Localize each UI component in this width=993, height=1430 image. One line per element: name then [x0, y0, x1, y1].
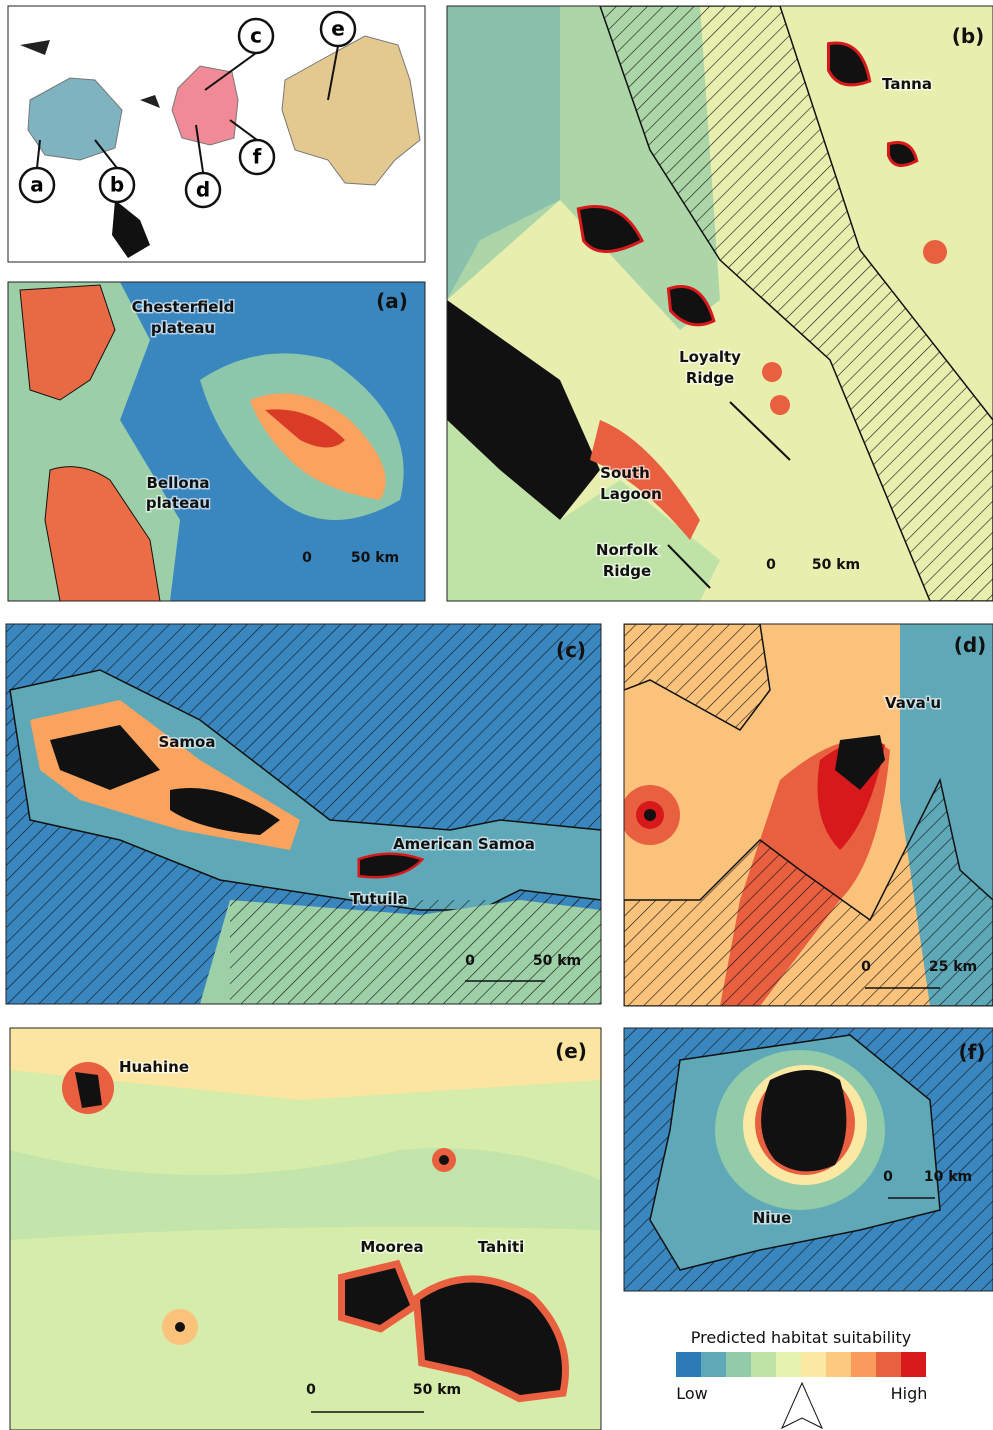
- scale-label: 0: [883, 1169, 893, 1185]
- scale-label: 50 km: [533, 953, 581, 969]
- place-name: South: [600, 464, 650, 482]
- place-name: Samoa: [159, 733, 216, 751]
- panel-tag: (b): [952, 24, 985, 48]
- place-name: Chesterfield: [132, 298, 235, 316]
- panel-tag: (f): [959, 1040, 986, 1064]
- legend-swatch: [826, 1352, 851, 1377]
- legend-swatch: [876, 1352, 901, 1377]
- place-name: American Samoa: [393, 835, 535, 853]
- panel-b: [447, 6, 993, 601]
- place-name: Ridge: [603, 562, 651, 580]
- overview-map: c e a b d f: [8, 6, 425, 262]
- scale-label: 0: [465, 953, 475, 969]
- legend-swatch: [901, 1352, 926, 1377]
- inset-label: d: [196, 178, 210, 202]
- legend-swatch: [776, 1352, 801, 1377]
- panel-c: [6, 624, 601, 1004]
- figure: c e a b d f Predicted habitat suitability Low…: [0, 0, 993, 1430]
- legend: Predicted habitat suitability Low High: [676, 1328, 927, 1428]
- inset-label: b: [110, 173, 124, 197]
- scale-label: 0: [302, 550, 312, 566]
- place-name: Vava'u: [885, 694, 941, 712]
- place-name: Bellona: [147, 474, 210, 492]
- scale-label: 50 km: [351, 550, 399, 566]
- legend-swatch: [851, 1352, 876, 1377]
- panel-tag: (c): [556, 638, 586, 662]
- scale-label: 50 km: [812, 557, 860, 573]
- place-name: Huahine: [119, 1058, 189, 1076]
- panel-tag: (e): [555, 1039, 587, 1063]
- legend-high: High: [891, 1384, 928, 1403]
- legend-swatch: [726, 1352, 751, 1377]
- legend-swatch: [751, 1352, 776, 1377]
- place-name: Tutuila: [350, 890, 408, 908]
- north-arrow: [782, 1383, 822, 1428]
- inset-label: f: [253, 145, 262, 169]
- legend-swatch: [701, 1352, 726, 1377]
- scale-label: 10 km: [924, 1169, 972, 1185]
- scale-label: 25 km: [929, 959, 977, 975]
- inset-label: e: [331, 17, 345, 41]
- legend-swatch: [801, 1352, 826, 1377]
- scale-label: 50 km: [413, 1382, 461, 1398]
- panel-d: [620, 624, 993, 1006]
- scale-label: 0: [861, 959, 871, 975]
- place-name: Tahiti: [478, 1238, 525, 1256]
- place-name: Moorea: [360, 1238, 423, 1256]
- place-name: Ridge: [686, 369, 734, 387]
- inset-label: c: [250, 24, 262, 48]
- panel-tag: (d): [954, 633, 987, 657]
- legend-swatch: [676, 1352, 701, 1377]
- scale-label: 0: [766, 557, 776, 573]
- place-name: Loyalty: [679, 348, 741, 366]
- panel-f: [624, 1028, 993, 1291]
- place-name: Tanna: [882, 75, 932, 93]
- place-name: plateau: [151, 319, 215, 337]
- place-name: Norfolk: [596, 541, 659, 559]
- place-name: Lagoon: [600, 485, 662, 503]
- legend-low: Low: [676, 1384, 708, 1403]
- place-name: plateau: [146, 494, 210, 512]
- place-name: Niue: [753, 1209, 792, 1227]
- inset-label: a: [30, 173, 44, 197]
- panel-e: [10, 1028, 601, 1430]
- scale-label: 0: [306, 1382, 316, 1398]
- legend-title: Predicted habitat suitability: [691, 1328, 911, 1347]
- panel-tag: (a): [376, 289, 408, 313]
